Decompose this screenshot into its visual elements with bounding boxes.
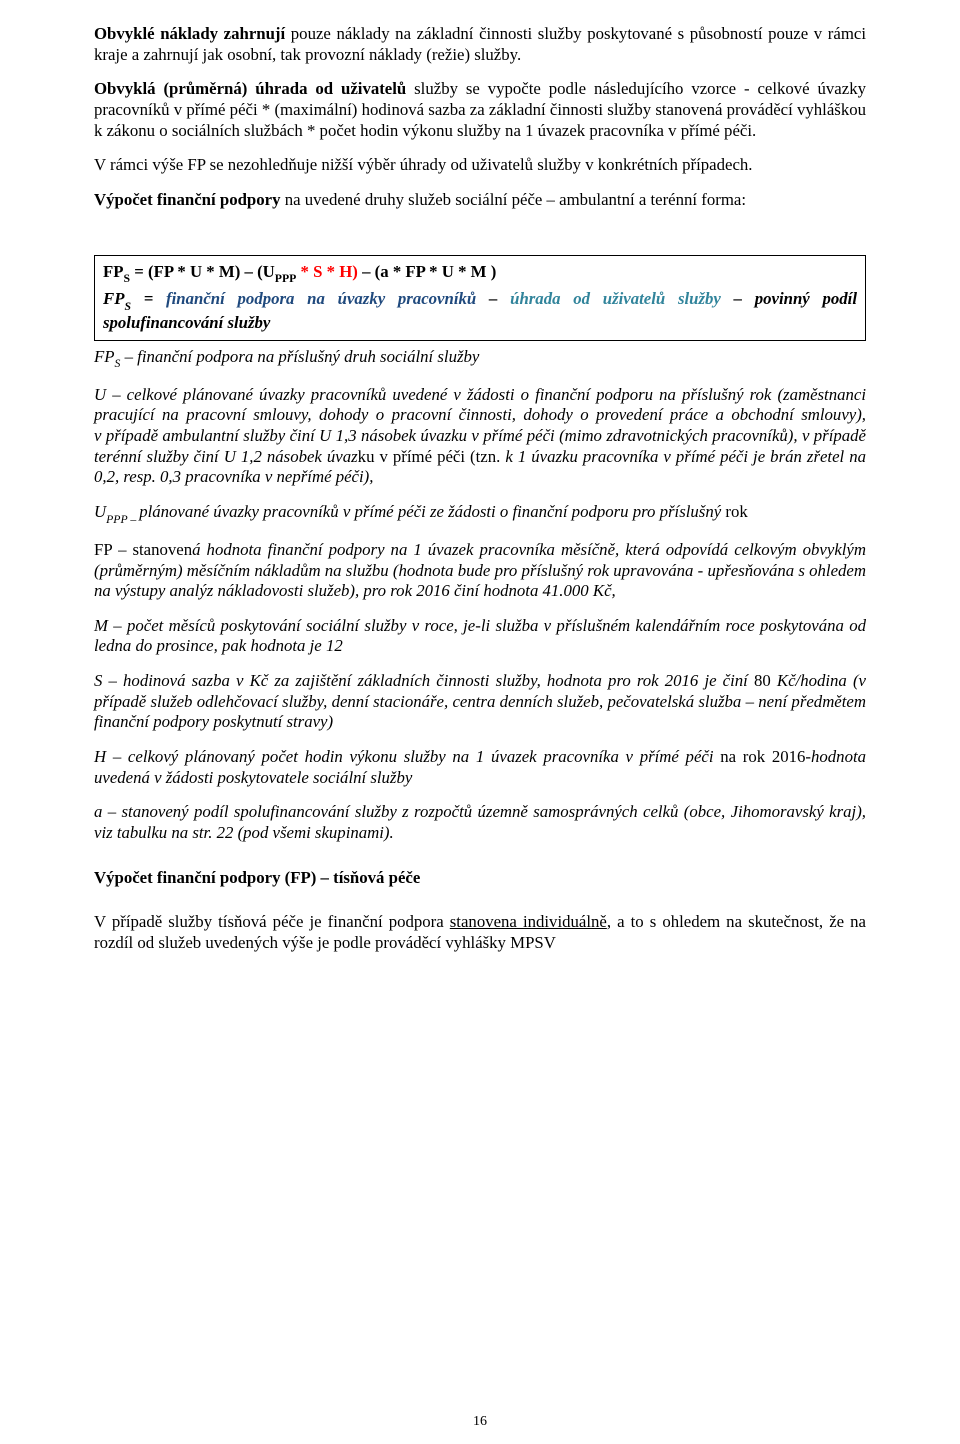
text-plain: rok [725,502,747,521]
heading-tisnova: Výpočet finanční podpory (FP) – tísňová … [94,868,866,889]
text-plain: ku v přímé péči (tzn. [358,447,506,466]
text: = (FP * U * M) – (U [130,262,275,281]
paragraph-nonreflect: V rámci výše FP se nezohledňuje nižší vý… [94,155,866,176]
subscript: S [124,300,131,313]
formula-line-1: FPS = (FP * U * M) – (UPPP * S * H) – (a… [103,262,857,286]
bold-lead-3: Výpočet finanční podpory [94,190,285,209]
text-plain: na rok 2016- [720,747,811,766]
text-teal: úhrada od uživatelů služby [510,289,734,308]
subscript: PPP [275,272,297,285]
line-h: H – celkový plánovaný počet hodin výkonu… [94,747,866,788]
text-italic: U [94,502,106,521]
paragraph-costs: Obvyklé náklady zahrnují pouze náklady n… [94,24,866,65]
text-blue: finanční podpora na úvazky pracovníků [166,289,476,308]
text-red: * S * H) [296,262,358,281]
line-u: U – celkové plánované úvazky pracovníků … [94,385,866,488]
text: – finanční podpora na příslušný druh soc… [120,347,479,366]
line-uppp: UPPP – plánované úvazky pracovníků v pří… [94,502,866,526]
text-italic: á hodnota finanční podpory na 1 úvazek p… [94,540,866,600]
subscript: S [115,357,121,370]
line-fp: FP – stanovená hodnota finanční podpory … [94,540,866,602]
line-m: M – počet měsíců poskytování sociální sl… [94,616,866,657]
line-a: a – stanovený podíl spolufinancování slu… [94,802,866,843]
formula-box: FPS = (FP * U * M) – (UPPP * S * H) – (a… [94,255,866,341]
text-italic: U – celkové plánované úvazky pracovníků … [94,385,659,404]
text: FP [103,289,124,308]
text-4b: na uvedené druhy služeb sociální péče – … [285,190,746,209]
text-plain: FP – stanoven [94,540,192,559]
subscript: S [124,272,131,285]
text-italic: H – celkový plánovaný počet hodin výkonu… [94,747,720,766]
paragraph-tisnova: V případě služby tísňová péče je finančn… [94,912,866,953]
formula-line-2: FPS = finanční podpora na úvazky pracovn… [103,289,857,333]
document-page: Obvyklé náklady zahrnují pouze náklady n… [0,0,960,1444]
text-italic: plánované úvazky pracovníků v přímé péči… [139,502,725,521]
text-underline: stanovena individuálně [450,912,607,931]
paragraph-avg-payment: Obvyklá (průměrná) úhrada od uživatelů s… [94,79,866,141]
subscript: PPP – [106,513,139,526]
text: = [131,289,166,308]
text: V případě služby tísňová péče je finančn… [94,912,450,931]
text: FP [94,347,115,366]
text: – (a * FP * U * M ) [358,262,496,281]
text: FP [103,262,124,281]
spacer [94,902,866,912]
line-fps: FPS – finanční podpora na příslušný druh… [94,347,866,371]
text: – [476,289,510,308]
spacer [94,225,866,249]
page-number: 16 [0,1413,960,1430]
line-s: S – hodinová sazba v Kč za zajištění zák… [94,671,866,733]
bold-lead-2: Obvyklá (průměrná) úhrada od uživatelů [94,79,414,98]
spacer [94,858,866,868]
paragraph-calc-intro: Výpočet finanční podpory na uvedené druh… [94,190,866,211]
